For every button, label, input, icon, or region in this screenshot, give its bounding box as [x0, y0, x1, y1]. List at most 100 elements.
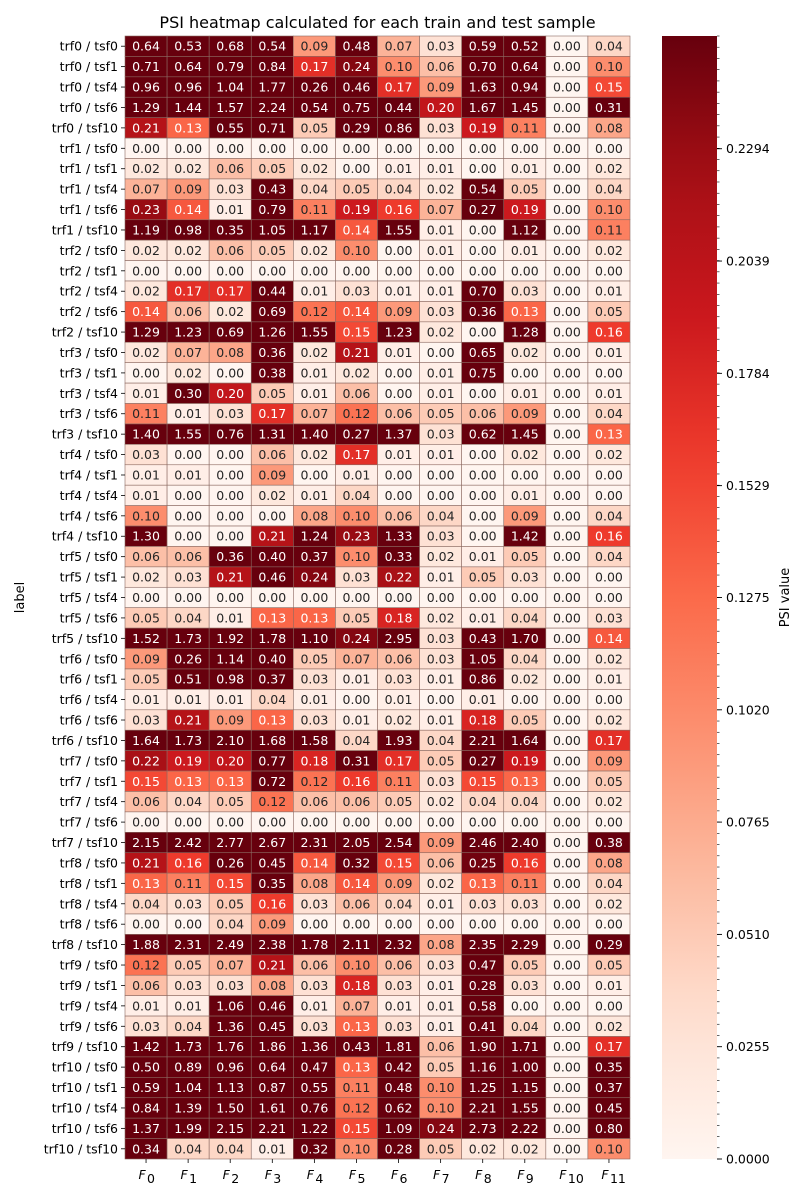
cell-value-label: 0.01	[469, 692, 497, 707]
row-tick-label: trf8 / tsf1	[60, 876, 118, 891]
cell-value-label: 0.40	[258, 549, 286, 564]
cell-value-label: 0.00	[553, 529, 581, 544]
cell-value-label: 0.43	[343, 1039, 371, 1054]
row-tick-label: trf7 / tsf6	[60, 815, 118, 830]
cell-value-label: 0.06	[469, 406, 497, 421]
cell-value-label: 2.15	[216, 1121, 244, 1136]
cell-value-label: 0.20	[216, 753, 244, 768]
cell-value-label: 0.03	[427, 39, 455, 54]
cell-value-label: 0.10	[343, 958, 371, 973]
cell-value-label: 0.02	[511, 447, 539, 462]
cell-value-label: 0.04	[595, 39, 623, 54]
column-label-base: F	[433, 1167, 441, 1182]
colorbar-tick-label: 0.0255	[726, 1039, 770, 1054]
column-label-subscript: 3	[273, 1171, 281, 1186]
cell-value-label: 0.05	[427, 1141, 455, 1156]
row-tick-label: trf9 / tsf4	[60, 998, 118, 1013]
cell-value-label: 0.00	[300, 467, 328, 482]
row-tick-label: trf0 / tsf4	[60, 80, 118, 95]
row-tick-label: trf8 / tsf10	[52, 937, 118, 952]
cell-value-label: 0.72	[258, 774, 286, 789]
cell-value-label: 1.40	[132, 427, 160, 442]
cell-value-label: 0.01	[427, 447, 455, 462]
cell-value-label: 1.24	[300, 529, 328, 544]
cell-value-label: 1.15	[511, 1080, 539, 1095]
cell-value-label: 0.06	[132, 978, 160, 993]
cell-value-label: 0.12	[132, 958, 160, 973]
cell-value-label: 0.26	[216, 855, 244, 870]
cell-value-label: 2.67	[258, 835, 286, 850]
cell-value-label: 0.76	[300, 1100, 328, 1115]
colorbar-tick-label: 0.0510	[726, 927, 770, 942]
cell-value-label: 0.48	[385, 1080, 413, 1095]
cell-value-label: 0.00	[553, 692, 581, 707]
cell-value-label: 0.05	[511, 958, 539, 973]
cell-value-label: 0.00	[553, 631, 581, 646]
cell-value-label: 0.00	[427, 692, 455, 707]
heatmap-cells: 0.64 0.53 0.68 0.54 0.09 0.48 0.07 0.03 0.59 0.52…	[124, 35, 631, 1160]
cell-value-label: 0.00	[553, 59, 581, 74]
row-tick-label: trf7 / tsf1	[60, 774, 118, 789]
cell-value-label: 2.42	[174, 835, 202, 850]
cell-value-label: 0.05	[300, 120, 328, 135]
cell-value-label: 0.37	[595, 1080, 623, 1095]
cell-value-label: 0.05	[216, 896, 244, 911]
row-tick-label: trf5 / tsf6	[60, 610, 118, 625]
cell-value-label: 1.44	[174, 100, 202, 115]
row-tick-label: trf5 / tsf0	[60, 549, 118, 564]
cell-value-label: 0.00	[553, 672, 581, 687]
cell-value-label: 0.15	[469, 774, 497, 789]
cell-value-label: 0.15	[132, 774, 160, 789]
cell-value-label: 0.36	[258, 345, 286, 360]
cell-value-label: 0.03	[216, 182, 244, 197]
cell-value-label: 0.06	[343, 896, 371, 911]
cell-value-label: 1.42	[511, 529, 539, 544]
cell-value-label: 0.24	[343, 631, 371, 646]
cell-value-label: 1.09	[385, 1121, 413, 1136]
cell-value-label: 0.13	[174, 774, 202, 789]
cell-value-label: 0.00	[553, 733, 581, 748]
cell-value-label: 0.01	[132, 386, 160, 401]
cell-value-label: 0.00	[469, 917, 497, 932]
cell-value-label: 1.33	[385, 529, 413, 544]
cell-value-label: 0.23	[343, 529, 371, 544]
column-label-base: F	[223, 1167, 231, 1182]
cell-value-label: 0.31	[343, 753, 371, 768]
cell-value-label: 0.22	[385, 570, 413, 585]
row-tick-label: trf7 / tsf10	[52, 835, 118, 850]
cell-value-label: 1.04	[216, 80, 244, 95]
cell-value-label: 0.13	[216, 774, 244, 789]
cell-value-label: 0.71	[132, 59, 160, 74]
cell-value-label: 1.90	[469, 1039, 497, 1054]
cell-value-label: 0.09	[427, 80, 455, 95]
cell-value-label: 0.00	[469, 263, 497, 278]
cell-value-label: 0.03	[427, 427, 455, 442]
cell-value-label: 0.00	[427, 141, 455, 156]
cell-value-label: 0.36	[469, 304, 497, 319]
cell-value-label: 0.42	[385, 1060, 413, 1075]
cell-value-label: 0.31	[595, 100, 623, 115]
column-label-subscript: 1	[189, 1171, 197, 1186]
cell-value-label: 0.00	[553, 958, 581, 973]
cell-value-label: 0.01	[300, 386, 328, 401]
cell-value-label: 0.22	[132, 753, 160, 768]
cell-value-label: 0.00	[427, 815, 455, 830]
cell-value-label: 0.05	[427, 406, 455, 421]
cell-value-label: 1.63	[469, 80, 497, 95]
cell-value-label: 0.01	[385, 345, 413, 360]
cell-value-label: 0.00	[300, 141, 328, 156]
cell-value-label: 0.11	[511, 120, 539, 135]
cell-value-label: 0.04	[511, 794, 539, 809]
cell-value-label: 0.00	[511, 141, 539, 156]
cell-value-label: 0.00	[553, 508, 581, 523]
cell-value-label: 1.55	[300, 325, 328, 340]
cell-value-label: 0.00	[385, 590, 413, 605]
cell-value-label: 1.29	[132, 100, 160, 115]
row-tick-label: trf3 / tsf0	[60, 345, 118, 360]
cell-value-label: 0.64	[511, 59, 539, 74]
cell-value-label: 0.09	[385, 304, 413, 319]
cell-value-label: 0.75	[469, 365, 497, 380]
cell-value-label: 0.01	[300, 488, 328, 503]
